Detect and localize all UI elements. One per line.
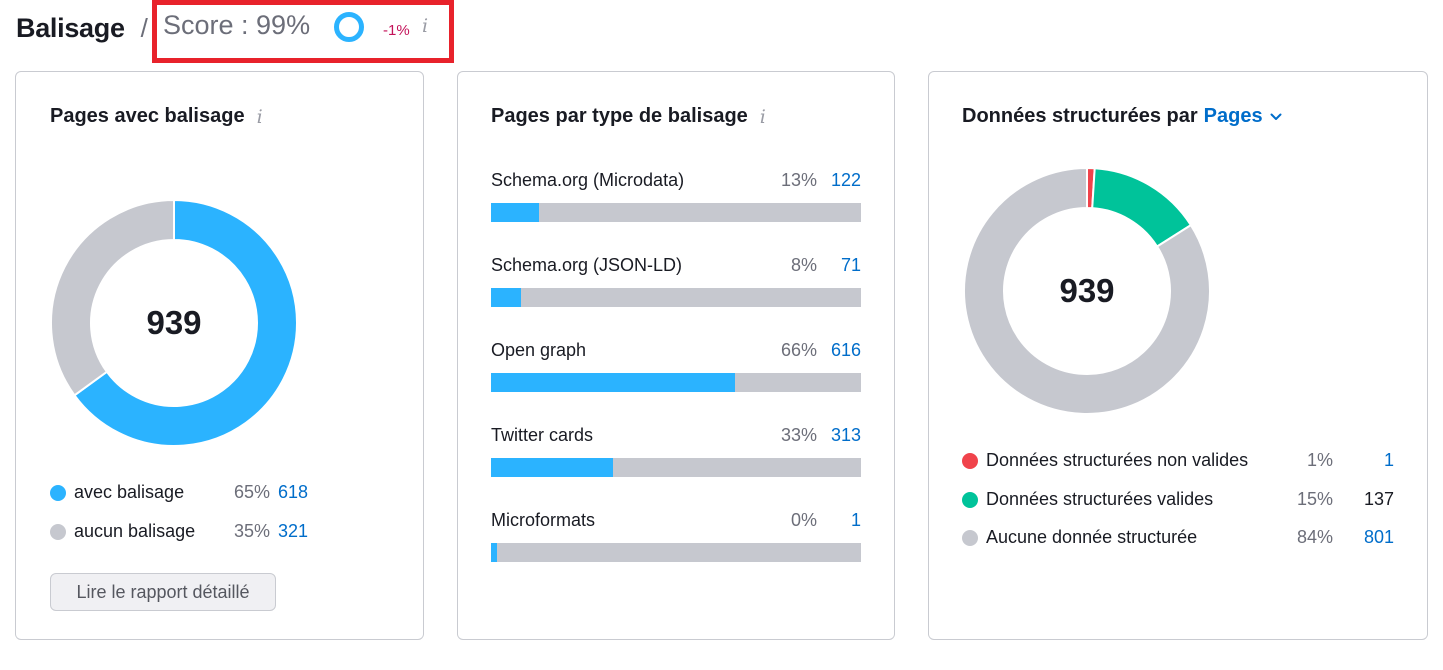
card-pages-avec-balisage: Pages avec balisage i 939 avec balisage … [15,71,424,640]
bar-item-twitter-cards: Twitter cards 33% 313 [491,425,861,495]
bar-label: Twitter cards [491,425,594,445]
donut-center-total: 939 [1059,272,1115,309]
bar-fill [491,373,736,392]
page-header: Balisage / [16,8,150,48]
info-icon[interactable]: i [759,105,766,128]
legend-pct: 1% [1306,450,1333,470]
legend-item-aucune[interactable]: Aucune donnée structurée [962,527,1197,548]
legend-dot-green [962,491,978,508]
card-pages-par-type: Pages par type de balisage i Schema.org … [457,71,895,640]
bar-label: Open graph [491,340,587,360]
legend-label: aucun balisage [74,521,196,541]
legend-count-link[interactable]: 321 [278,521,309,541]
bar-label: Schema.org (JSON-LD) [491,255,683,275]
donut-chart-balisage [50,199,298,447]
card-title: Pages avec balisage i [50,105,263,128]
legend-item-avec-balisage[interactable]: avec balisage [50,482,184,503]
donut-center-total: 939 [146,304,202,341]
card-title-text: Pages par type de balisage [491,105,748,127]
legend-dot-gray [50,523,66,540]
bar-pct: 0% [790,510,817,530]
bar-pct: 33% [780,425,817,445]
score-label: Score : 99% [163,10,311,40]
legend-item-valides[interactable]: Données structurées valides [962,489,1213,510]
bar-label: Schema.org (Microdata) [491,170,685,190]
balisage-slice-0[interactable] [73,199,298,447]
bar-fill [491,288,521,307]
dropdown-value: Pages [1203,105,1263,127]
bar-count-link[interactable]: 313 [830,425,861,445]
info-icon[interactable]: i [256,105,263,128]
score-info-icon[interactable]: i [422,15,429,37]
chevron-down-icon [1270,113,1282,120]
bar-track [491,203,861,222]
legend-dot-red [962,452,978,469]
bar-track [491,543,861,562]
bar-track [491,373,861,392]
bar-pct: 13% [780,170,817,190]
legend-label: avec balisage [74,482,185,502]
legend-dot-gray [962,529,978,546]
bar-item-microdata: Schema.org (Microdata) 13% 122 [491,170,861,240]
bar-count-link[interactable]: 71 [840,255,861,275]
bar-count-link[interactable]: 122 [830,170,861,190]
breadcrumb-separator: / [140,12,148,43]
legend-pct: 65% [233,482,270,502]
legend-label: Données structurées valides [986,489,1214,509]
legend-item-non-valides[interactable]: Données structurées non valides [962,450,1248,471]
donut-chart-donnees [963,167,1211,415]
legend-count-link[interactable]: 1 [1383,450,1394,470]
legend-pct: 15% [1296,489,1333,509]
pages-dropdown[interactable]: Pages [1204,105,1283,128]
legend-count-link[interactable]: 618 [278,482,309,502]
legend-pct: 84% [1296,527,1333,547]
page-title: Balisage [16,12,125,43]
donnees-slice-2[interactable] [963,167,1211,415]
bar-count-link[interactable]: 1 [850,510,861,530]
bar-item-open-graph: Open graph 66% 616 [491,340,861,410]
card-title-text: Données structurées par [962,105,1198,127]
balisage-slice-1[interactable] [50,199,175,397]
bar-fill [491,458,614,477]
read-detailed-report-button[interactable]: Lire le rapport détaillé [50,573,276,611]
score-delta: -1% [383,22,410,39]
bar-pct: 66% [780,340,817,360]
legend-pct: 35% [233,521,270,541]
bar-track [491,288,861,307]
bar-label: Microformats [491,510,596,530]
card-title: Données structurées par Pages [962,105,1283,128]
bar-item-json-ld: Schema.org (JSON-LD) 8% 71 [491,255,861,325]
legend-dot-blue [50,484,66,501]
legend-label: Données structurées non valides [986,450,1249,470]
card-title: Pages par type de balisage i [491,105,766,128]
card-donnees-structurees: Données structurées par Pages 939 Donnée… [928,71,1428,640]
card-title-text: Pages avec balisage [50,105,245,127]
legend-count: 137 [1363,489,1394,509]
legend-label: Aucune donnée structurée [986,527,1198,547]
bar-fill [491,543,497,562]
bar-fill [491,203,540,222]
bar-count-link[interactable]: 616 [830,340,861,360]
bar-item-microformats: Microformats 0% 1 [491,510,861,580]
score-ring-icon [334,12,364,42]
legend-item-aucun-balisage[interactable]: aucun balisage [50,521,195,542]
score-highlight-box [152,0,454,63]
bar-pct: 8% [790,255,817,275]
bar-track [491,458,861,477]
legend-count-link[interactable]: 801 [1363,527,1394,547]
